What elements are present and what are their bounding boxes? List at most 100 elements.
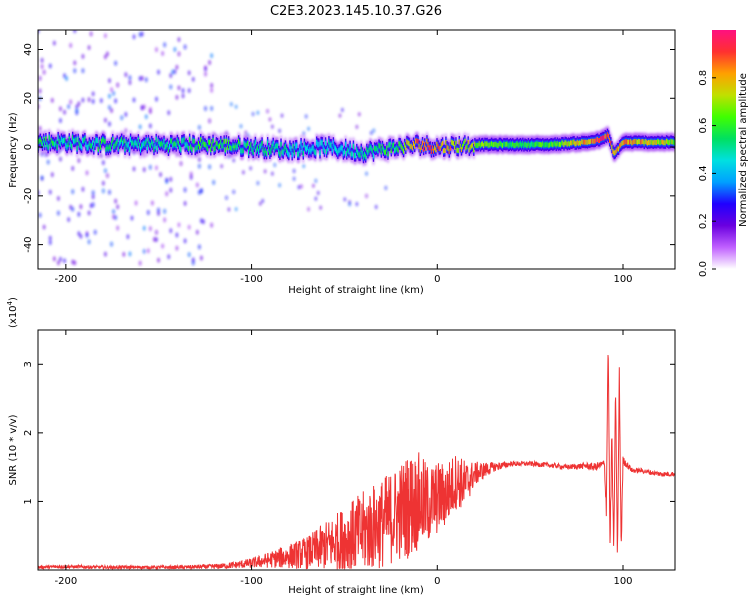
heatmap-cell [217,144,220,150]
heatmap-cell [328,139,330,145]
heatmap-cell [68,136,70,142]
heatmap-cell [274,143,277,149]
heatmap-cell [507,142,510,148]
heatmap-cell [177,140,180,146]
heatmap-cell [655,140,658,146]
heatmap-cell [529,142,532,148]
heatmap-cell [138,142,141,148]
heatmap-cell [87,144,89,150]
heatmap-blob [71,206,75,212]
heatmap-cell [194,146,196,152]
heatmap-cell [493,142,495,148]
heatmap-cell [165,143,167,149]
heatmap-cell [220,139,222,145]
heatmap-cell [421,140,424,146]
heatmap-blob [175,64,179,70]
heatmap-cell [334,146,337,152]
heatmap-cell [291,151,293,157]
heatmap-blob [365,193,369,199]
heatmap-blob [210,222,214,228]
heatmap-cell [211,142,213,148]
heatmap-cell [76,145,78,151]
heatmap-cell [661,139,663,145]
heatmap-cell [644,138,647,144]
heatmap-cell [128,147,131,153]
heatmap-cell [524,141,526,147]
heatmap-cell [83,138,85,144]
heatmap-cell [645,139,648,145]
heatmap-cell [464,138,466,144]
colorbar-gradient [712,30,736,269]
heatmap-cell [295,143,298,149]
heatmap-cell [385,149,387,155]
heatmap-cell [563,142,565,148]
heatmap-cell [377,147,379,153]
heatmap-cell [469,144,472,150]
colorbar-tick-label: 0.4 [698,165,709,181]
heatmap-cell [604,133,606,139]
heatmap-cell [571,140,573,146]
x-tick-label: 0 [434,274,440,285]
heatmap-blob [173,46,177,53]
heatmap-blob [210,82,214,88]
heatmap-cell [505,141,507,147]
heatmap-cell [46,142,48,148]
heatmap-blob [132,34,136,40]
heatmap-cell [206,146,209,152]
heatmap-blob [87,239,91,245]
heatmap-cell [95,137,97,143]
heatmap-blob [107,104,112,111]
heatmap-blob [175,94,179,100]
heatmap-cell [582,139,584,145]
heatmap-cell [332,140,335,146]
colorbar: 0.0 0.2 0.4 0.6 0.8 Normalized spectral ampl… [698,30,749,277]
heatmap-cell [244,142,247,148]
heatmap-cell [572,139,574,145]
heatmap-cell [610,140,612,146]
heatmap-cell [665,138,668,144]
heatmap-cell [158,141,161,147]
heatmap-cell [285,147,288,153]
x-tick-label: -100 [240,274,263,285]
heatmap-cell [467,139,469,145]
heatmap-cell [159,141,162,147]
heatmap-cell [279,151,281,157]
heatmap-cell [670,138,672,144]
heatmap-cell [336,148,338,154]
heatmap-blob [105,51,110,57]
heatmap-cell [489,142,492,148]
heatmap-cell [612,148,614,154]
heatmap-cell [233,145,235,151]
heatmap-cell [73,138,75,144]
heatmap-cell [426,138,428,144]
heatmap-cell [473,147,475,153]
heatmap-blob [292,176,296,181]
heatmap-cell [117,145,120,151]
heatmap-cell [170,138,172,144]
heatmap-cell [205,143,208,149]
heatmap-cell [635,139,638,145]
heatmap-blob [227,207,231,212]
heatmap-cell [137,137,140,143]
heatmap-cell [84,136,86,142]
heatmap-cell [409,144,411,150]
heatmap-cell [483,143,485,149]
heatmap-blob [195,182,199,188]
heatmap-blob [234,104,238,110]
heatmap-cell [457,147,459,153]
heatmap-cell [514,143,516,149]
heatmap-cell [577,140,580,146]
heatmap-cell [264,148,267,154]
heatmap-cell [549,141,552,147]
heatmap-blob [169,228,173,234]
heatmap-blob [50,97,54,103]
heatmap-blob [154,236,159,243]
heatmap-blob [81,186,85,192]
heatmap-cell [340,145,342,151]
heatmap-cell [103,137,105,143]
snr-frame [37,329,676,571]
heatmap-blob [101,188,105,194]
heatmap-cell [38,138,40,144]
heatmap-cell [362,154,365,160]
